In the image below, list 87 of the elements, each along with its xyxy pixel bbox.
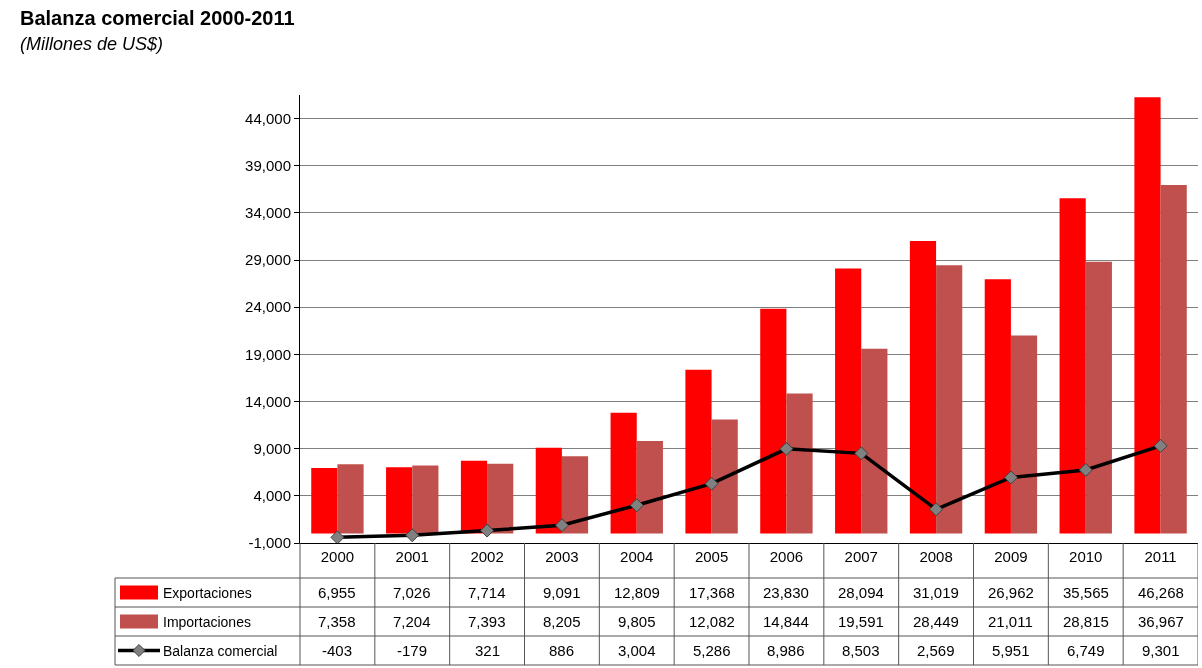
bar (386, 467, 413, 534)
chart-title: Balanza comercial 2000-2011 (20, 7, 295, 29)
data-label: 26,962 (988, 584, 1034, 601)
data-label: 28,815 (1063, 613, 1109, 630)
bar (412, 465, 439, 534)
data-label: 6,749 (1067, 642, 1105, 659)
x-tick-label: 2003 (545, 548, 579, 565)
bar (909, 241, 937, 534)
y-tick-label: -1,000 (248, 534, 291, 552)
y-tick-label: 29,000 (245, 251, 291, 269)
data-label: 9,805 (618, 613, 656, 630)
y-tick-label: 14,000 (245, 392, 291, 410)
bar (760, 308, 787, 534)
data-label: 17,368 (689, 584, 735, 601)
data-label: 21,011 (988, 613, 1033, 630)
data-label: 886 (549, 642, 575, 659)
bar (1085, 261, 1112, 534)
y-tick-label: 39,000 (245, 156, 291, 174)
legend-label: Importaciones (163, 614, 251, 630)
x-tick-label: 2011 (1144, 548, 1177, 565)
x-tick-label: 2005 (694, 548, 729, 565)
bar (1010, 335, 1038, 534)
data-label: 7,393 (468, 613, 506, 630)
bar (610, 412, 637, 534)
y-tick-label: 4,000 (253, 487, 291, 505)
data-label: 19,591 (838, 613, 884, 630)
data-label: 14,844 (763, 613, 809, 630)
x-tick-label: 2010 (1069, 548, 1103, 565)
x-tick-label: 2000 (320, 548, 355, 565)
bar (487, 463, 514, 534)
legend-label: Exportaciones (163, 585, 252, 601)
bar (861, 348, 888, 534)
x-tick-label: 2002 (470, 548, 504, 565)
x-tick-label: 2008 (919, 548, 953, 565)
bar (311, 467, 338, 534)
y-tick-label: 9,000 (253, 439, 291, 457)
data-label: 7,358 (318, 613, 356, 630)
bar (835, 268, 862, 534)
data-label: 28,094 (838, 584, 884, 601)
data-label: -179 (397, 642, 428, 659)
bar (685, 369, 712, 534)
bar (786, 393, 813, 534)
bar (984, 279, 1011, 534)
bar (561, 456, 589, 534)
data-label: 321 (475, 642, 501, 659)
x-tick-label: 2009 (994, 548, 1028, 565)
x-tick-label: 2007 (844, 548, 878, 565)
data-label: 12,809 (614, 584, 660, 601)
x-tick-label: 2006 (769, 548, 804, 565)
bar (1134, 97, 1161, 534)
text: (Millones de US$) (20, 34, 164, 54)
data-label: 23,830 (763, 584, 809, 601)
data-label: 7,026 (393, 584, 431, 601)
data-label: 5,951 (992, 642, 1030, 659)
data-label: 8,986 (767, 642, 805, 659)
data-label: 9,301 (1142, 642, 1180, 659)
data-label: 9,091 (543, 584, 581, 601)
data-label: 2,569 (917, 642, 955, 659)
data-label: 28,449 (913, 613, 959, 630)
x-tick-label: 2004 (620, 548, 654, 565)
data-label: 8,205 (543, 613, 581, 630)
data-label: 3,004 (618, 642, 656, 659)
legend-label: Balanza comercial (163, 643, 278, 659)
y-tick-label: 44,000 (245, 109, 291, 127)
data-label: 7,204 (393, 613, 431, 630)
y-tick-label: 34,000 (245, 204, 291, 222)
data-label: 7,714 (468, 584, 506, 601)
y-tick-label: 24,000 (245, 298, 291, 316)
data-label: 8,503 (842, 642, 880, 659)
data-label: 36,967 (1138, 613, 1184, 630)
data-label: 12,082 (689, 613, 735, 630)
bar (1059, 198, 1086, 534)
data-label: 6,955 (318, 584, 356, 601)
y-tick-label: 19,000 (245, 345, 291, 363)
data-label: 46,268 (1138, 584, 1184, 601)
x-tick-label: 2001 (395, 548, 429, 565)
bar (936, 265, 963, 534)
bar (711, 419, 738, 534)
bar (1160, 184, 1187, 534)
bar (535, 447, 562, 534)
data-label: 31,019 (913, 584, 959, 601)
bar (636, 441, 663, 534)
data-label: 5,286 (693, 642, 731, 659)
bar (460, 460, 488, 534)
bar (337, 464, 364, 534)
data-label: -403 (322, 642, 353, 659)
data-label: 35,565 (1063, 584, 1109, 601)
